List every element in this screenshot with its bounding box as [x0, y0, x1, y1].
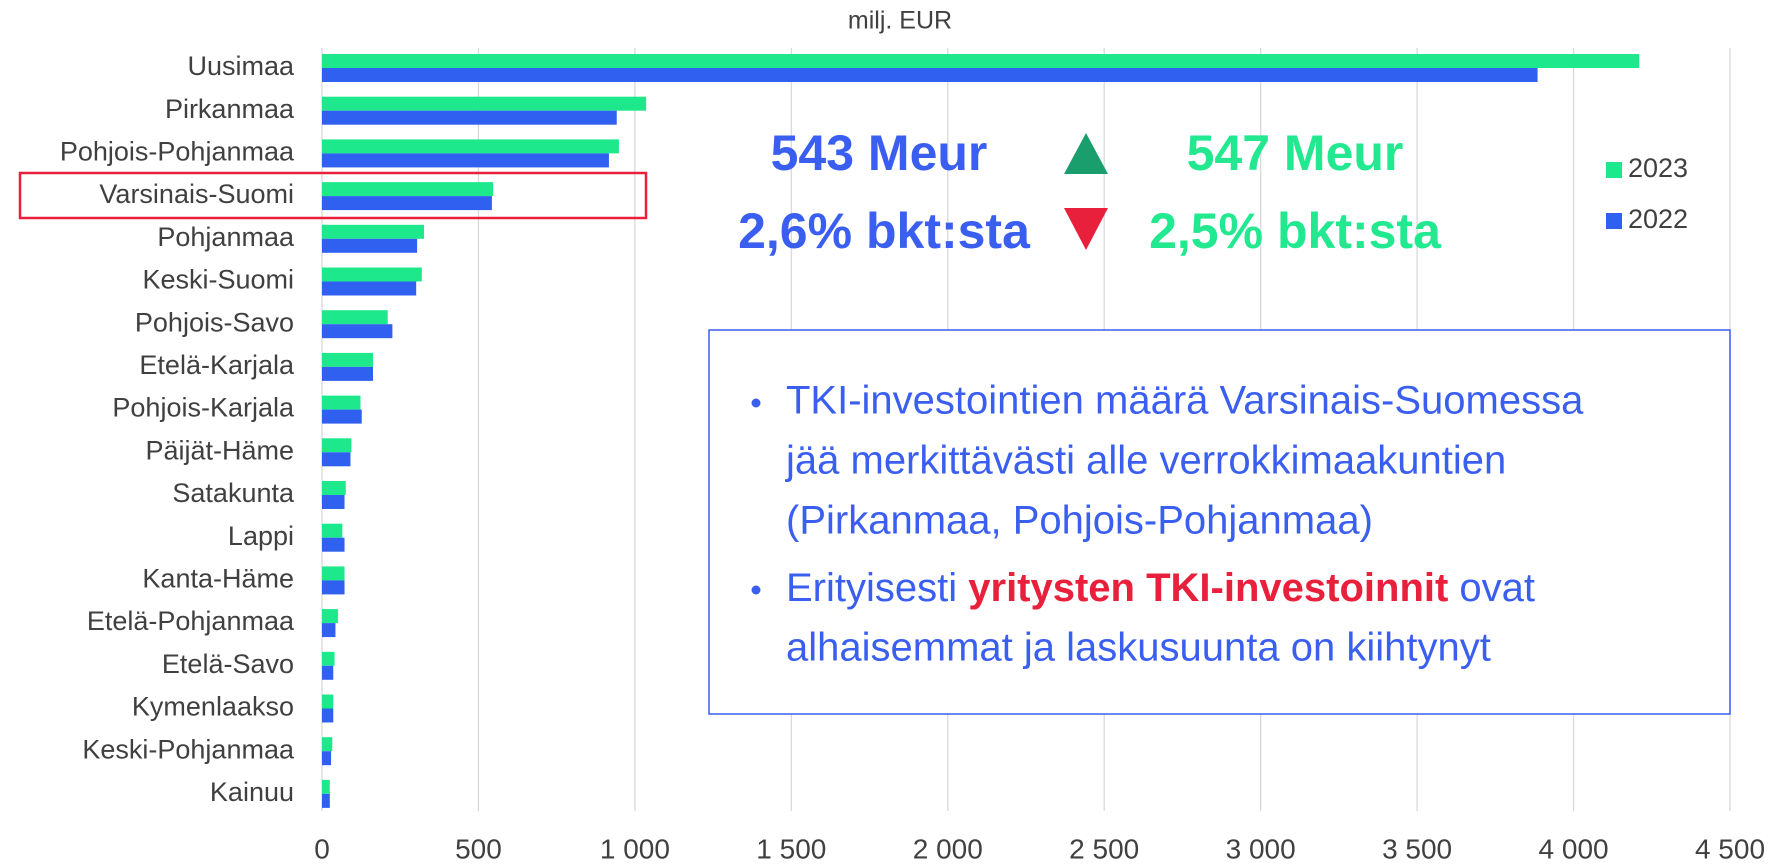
bar: [322, 409, 362, 424]
bar: [322, 54, 1640, 68]
annotation: 2,6% bkt:sta: [738, 203, 1031, 259]
bar: [322, 651, 335, 666]
x-tick-label: 1 500: [756, 833, 826, 864]
x-tick-label: 4 000: [1539, 833, 1609, 864]
bar: [322, 281, 417, 296]
bullet: [751, 398, 761, 408]
bar: [322, 153, 609, 168]
bar: [322, 495, 345, 509]
y-tick-label: Etelä-Karjala: [139, 350, 295, 380]
bar: [322, 623, 336, 638]
bar: [322, 366, 374, 381]
bar: [322, 537, 345, 552]
x-tick-label: 0: [314, 833, 330, 864]
bar: [322, 182, 494, 197]
x-tick-label: 4 500: [1695, 833, 1765, 864]
bar: [322, 708, 334, 723]
x-tick-label: 1 000: [600, 833, 670, 864]
y-tick-label: Pohjois-Pohjanmaa: [60, 137, 295, 167]
legend-swatch: [1606, 162, 1622, 178]
x-tick-label: 2 000: [913, 833, 983, 864]
y-tick-label: Kainuu: [210, 777, 294, 807]
y-tick-label: Keski-Pohjanmaa: [82, 734, 295, 764]
text-line: jää merkittävästi alle verrokkimaakuntie…: [785, 439, 1506, 483]
y-tick-label: Pohjanmaa: [157, 222, 295, 252]
bar: [322, 438, 352, 453]
bar: [322, 793, 330, 808]
annotation: 543 Meur: [771, 125, 988, 181]
bar: [322, 694, 334, 709]
bar: [322, 737, 333, 752]
text-box-content: TKI-investointien määrä Varsinais-Suomes…: [785, 379, 1584, 670]
bar: [322, 324, 393, 339]
bar: [322, 96, 647, 111]
y-tick-label: Satakunta: [172, 478, 295, 508]
bars: [322, 54, 1640, 808]
bullet: [751, 585, 761, 595]
bar: [322, 68, 1538, 82]
y-tick-label: Etelä-Pohjanmaa: [87, 606, 295, 636]
up-arrow: [1064, 133, 1108, 174]
down-arrow: [1064, 208, 1108, 250]
legend-swatch: [1606, 213, 1622, 229]
bar: [322, 481, 346, 495]
text-line: (Pirkanmaa, Pohjois-Pohjanmaa): [786, 499, 1373, 543]
text-run: Erityisesti: [786, 566, 968, 610]
y-tick-label: Kanta-Häme: [142, 564, 294, 594]
annotation: 547 Meur: [1187, 125, 1404, 181]
x-tick-label: 500: [455, 833, 502, 864]
chart-title: milj. EUR: [848, 7, 952, 35]
text-line: Erityisesti yritysten TKI-investoinnit o…: [786, 566, 1535, 610]
text-line: alhaisemmat ja laskusuunta on kiihtynyt: [786, 626, 1491, 670]
highlight-box: [18, 171, 648, 220]
text-run: yritysten TKI-investoinnit: [968, 566, 1448, 610]
bar: [322, 665, 334, 680]
bar: [322, 523, 343, 538]
bar: [322, 352, 374, 367]
text-box: [708, 329, 1731, 715]
bar: [322, 580, 345, 595]
y-tick-label: Lappi: [228, 521, 294, 551]
y-tick-label: Pirkanmaa: [165, 94, 295, 124]
text-run: ovat: [1448, 566, 1535, 610]
text-line: TKI-investointien määrä Varsinais-Suomes…: [786, 379, 1584, 423]
y-tick-label: Pohjois-Savo: [135, 307, 294, 337]
y-tick-label: Etelä-Savo: [162, 649, 294, 679]
bar: [322, 566, 345, 581]
legend-label: 2023: [1628, 153, 1688, 183]
y-tick-label: Keski-Suomi: [142, 265, 294, 295]
x-tick-label: 3 000: [1226, 833, 1296, 864]
bar: [322, 139, 619, 154]
y-tick-label: Kymenlaakso: [132, 692, 294, 722]
bar: [322, 779, 330, 794]
y-tick-label: Päijät-Häme: [145, 435, 294, 465]
annotation: 2,5% bkt:sta: [1149, 203, 1442, 259]
bar: [322, 267, 422, 282]
legend-label: 2022: [1628, 204, 1688, 234]
bar: [322, 452, 351, 467]
bar: [322, 310, 388, 325]
bar: [322, 751, 332, 766]
y-tick-label: Varsinais-Suomi: [99, 179, 294, 209]
x-tick-label: 2 500: [1069, 833, 1139, 864]
bar: [322, 395, 361, 410]
bar: [322, 224, 425, 239]
bar: [322, 609, 338, 624]
x-tick-label: 3 500: [1382, 833, 1452, 864]
y-tick-label: Pohjois-Karjala: [112, 393, 295, 423]
bar: [322, 110, 617, 125]
bar: [322, 238, 418, 253]
y-tick-label: Uusimaa: [187, 51, 295, 81]
bar: [322, 196, 492, 211]
